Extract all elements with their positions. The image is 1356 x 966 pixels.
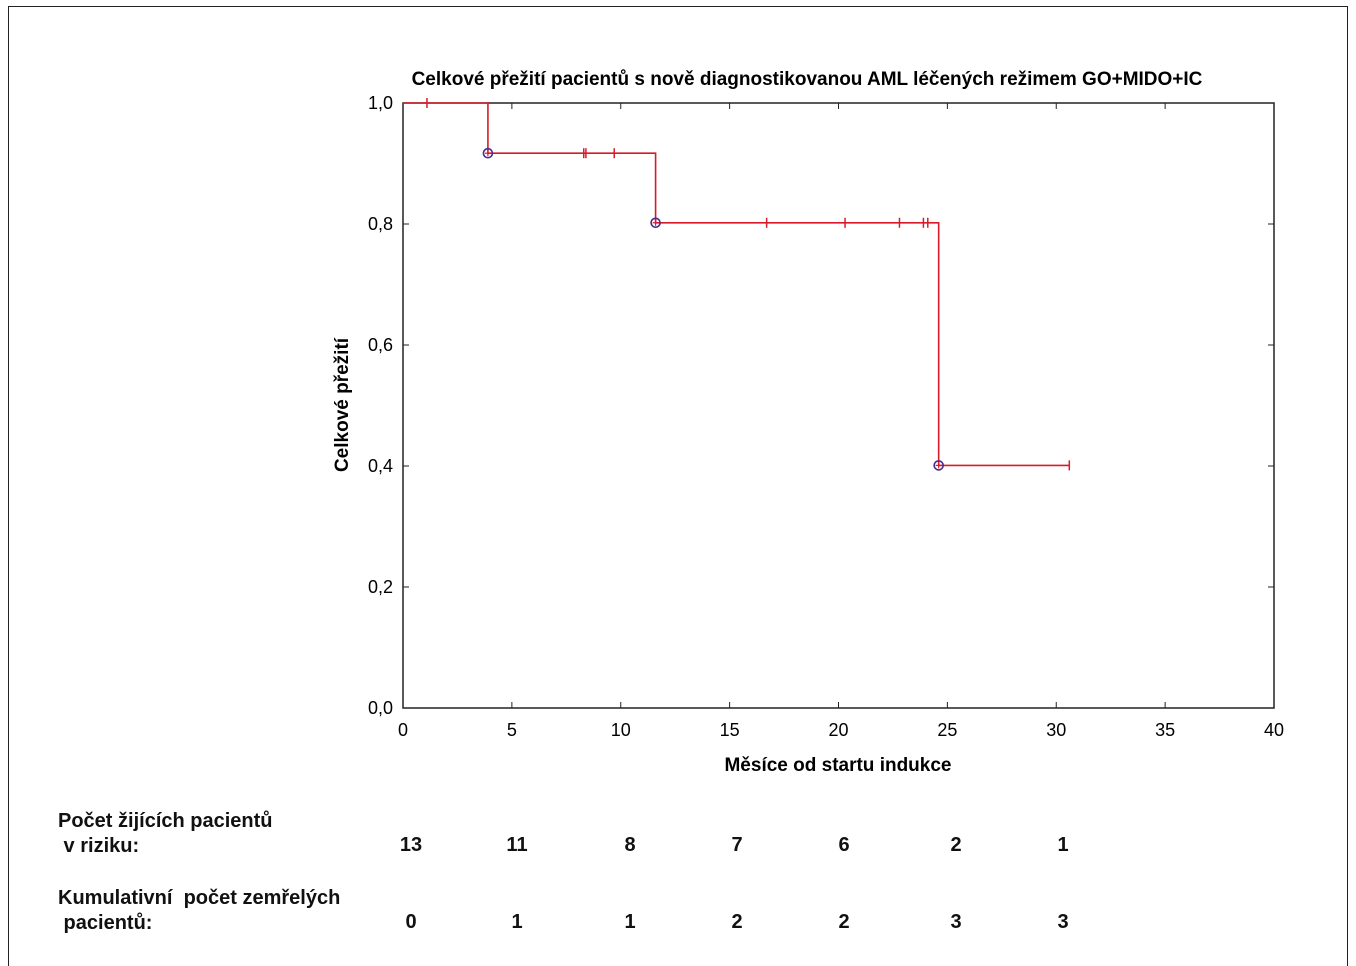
x-tick-label: 10: [611, 720, 631, 740]
y-axis: 0,0 0,2 0,4 0,6 0,8 1,0: [368, 93, 1274, 718]
at-risk-value: 11: [506, 834, 528, 856]
y-tick-label: 0,0: [368, 698, 393, 718]
event-marker: [482, 147, 494, 159]
x-tick-label: 20: [828, 720, 848, 740]
x-tick-label: 0: [398, 720, 408, 740]
y-tick-label: 0,2: [368, 577, 393, 597]
at-risk-value: 7: [731, 834, 743, 856]
at-risk-value: 8: [624, 834, 636, 856]
x-tick-label: 15: [720, 720, 740, 740]
y-tick-label: 0,4: [368, 456, 393, 476]
deaths-value: 1: [511, 911, 523, 933]
deaths-value: 0: [405, 911, 417, 933]
x-axis-title: Měsíce od startu indukce: [724, 755, 951, 776]
x-tick-label: 35: [1155, 720, 1175, 740]
y-tick-label: 0,8: [368, 214, 393, 234]
x-tick-label: 5: [507, 720, 517, 740]
figure-frame: [8, 6, 1348, 966]
deaths-value: 3: [950, 911, 962, 933]
at-risk-value: 1: [1057, 834, 1069, 856]
y-tick-label: 1,0: [368, 93, 393, 113]
deaths-value: 1: [624, 911, 636, 933]
plot-area: [402, 102, 1275, 709]
at-risk-value: 2: [950, 834, 962, 856]
y-axis-title: Celkové přežití: [332, 337, 353, 472]
event-marker: [933, 460, 944, 471]
deaths-value: 3: [1057, 911, 1069, 933]
survival-curve: [403, 102, 1070, 467]
x-tick-label: 25: [937, 720, 957, 740]
at-risk-value: 6: [838, 834, 850, 856]
deaths-value: 2: [731, 911, 743, 933]
at-risk-value: 13: [399, 834, 423, 856]
at-risk-label: Počet žijících pacientů v riziku:: [58, 810, 273, 857]
x-tick-label: 30: [1046, 720, 1066, 740]
deaths-label: Kumulativní počet zemřelých pacientů:: [58, 887, 341, 934]
event-marker: [650, 217, 661, 229]
km-chart: Celkové přežití pacientů s nově diagnost…: [332, 69, 1284, 776]
x-tick-label: 40: [1264, 720, 1284, 740]
deaths-value: 2: [838, 911, 850, 933]
y-tick-label: 0,6: [368, 335, 393, 355]
x-axis: 0 5 10 15 20 25 30 35 40: [398, 103, 1284, 740]
chart-title: Celkové přežití pacientů s nově diagnost…: [412, 69, 1203, 90]
survival-series: [403, 98, 1071, 471]
